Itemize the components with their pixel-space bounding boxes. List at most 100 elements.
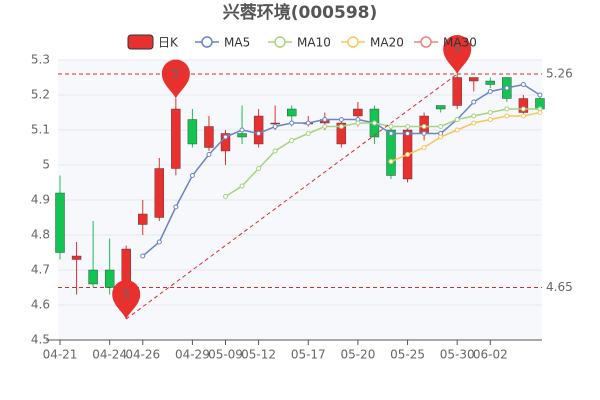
x-tick-label: 04-21 [43,348,78,362]
ma-point [322,124,328,129]
ma-point [537,92,543,98]
ma-point [487,117,493,122]
candle-body [435,105,446,110]
y-tick-label: 4.8 [31,228,50,242]
marker-pin: 5 [112,280,141,319]
legend-dot [274,36,286,48]
candle-body [469,77,479,82]
ma-point [388,131,394,136]
pin-shape [112,280,141,319]
ma-point [471,113,477,119]
ma-point [189,173,195,178]
ma-point [338,117,344,122]
y-tick-label: 5.2 [31,88,50,102]
ma-point [520,113,526,119]
candle-body [452,77,462,106]
reference-label: 5.26 [546,67,573,81]
ma-line [225,108,540,198]
ma-line [390,111,541,163]
candle-body [171,108,181,169]
y-tick-label: 5.1 [31,123,50,137]
ma-point [223,194,228,199]
ma-point [438,124,444,129]
y-tick-label: 5 [42,158,50,172]
ma-point [454,127,460,133]
x-tick-label: 05-12 [241,348,276,362]
legend-text: MA10 [297,36,331,50]
ma-point [421,145,427,150]
candle-body [518,98,529,113]
x-tick-label: 04-29 [175,348,210,362]
candle-body [187,119,198,145]
ma-point [487,110,493,115]
ma-point [272,124,278,129]
candle-body [353,108,363,117]
candle-body [71,255,82,260]
pin-label: 5 [122,287,130,301]
ma-point [140,253,146,259]
legend-text: MA20 [370,36,404,50]
ma-point [421,124,427,129]
ma-point [289,120,295,126]
x-tick-label: 04-24 [92,348,127,362]
y-tick-label: 4.7 [31,263,50,277]
ma-point [305,120,311,126]
pin-shape [161,59,190,99]
ma-point [371,120,377,126]
legend-text: MA5 [224,36,250,50]
x-tick-label: 05-09 [208,348,243,362]
marker-pin: 5 [443,35,472,74]
legend-dot [420,36,432,48]
ma-point [405,124,411,129]
ma-point [206,152,212,157]
ma-point [305,131,311,136]
pin-label: 5 [172,66,180,80]
candle-body [485,80,495,85]
candle-body [386,129,396,176]
pin-label: 5 [453,42,461,56]
candle-body [138,213,148,225]
ma-point [173,204,179,210]
y-tick-label: 4.9 [31,193,50,207]
ma-point [504,113,510,119]
ma-point [454,117,460,122]
ma-point [471,99,477,105]
ma-point [421,131,427,136]
legend-text: 日K [158,36,179,50]
candle-body [253,115,264,145]
ma-point [223,134,228,140]
ma-point [438,134,444,140]
ma-point [156,239,162,245]
ma-point [322,117,328,122]
trend-line [125,73,458,320]
y-tick-label: 4.6 [31,298,50,312]
ma-point [239,127,245,133]
ma-point [520,82,526,87]
ma-point [388,159,394,164]
legend-dot [201,36,213,48]
ma-point [256,131,262,136]
x-tick-label: 06-02 [473,348,508,362]
ma-point [405,152,411,157]
reference-label: 4.65 [546,280,573,294]
x-tick-label: 05-20 [340,348,375,362]
legend-dot [347,36,359,48]
candle-body [88,269,98,285]
ma-point [504,106,510,112]
candle-body [270,122,280,125]
chart-title: 兴蓉环境(000598) [223,2,378,23]
ma-point [487,89,493,94]
legend-icon [127,34,154,50]
candle-body [237,133,247,138]
ma-point [504,85,510,91]
x-tick-label: 05-25 [390,348,425,362]
ma-point [355,120,361,126]
ma-point [338,124,344,129]
ma-point [256,166,262,171]
ma-point [520,106,526,112]
ma-point [537,110,543,115]
ma-point [471,120,477,126]
candle-body [55,192,65,253]
pin-shape [443,35,472,74]
